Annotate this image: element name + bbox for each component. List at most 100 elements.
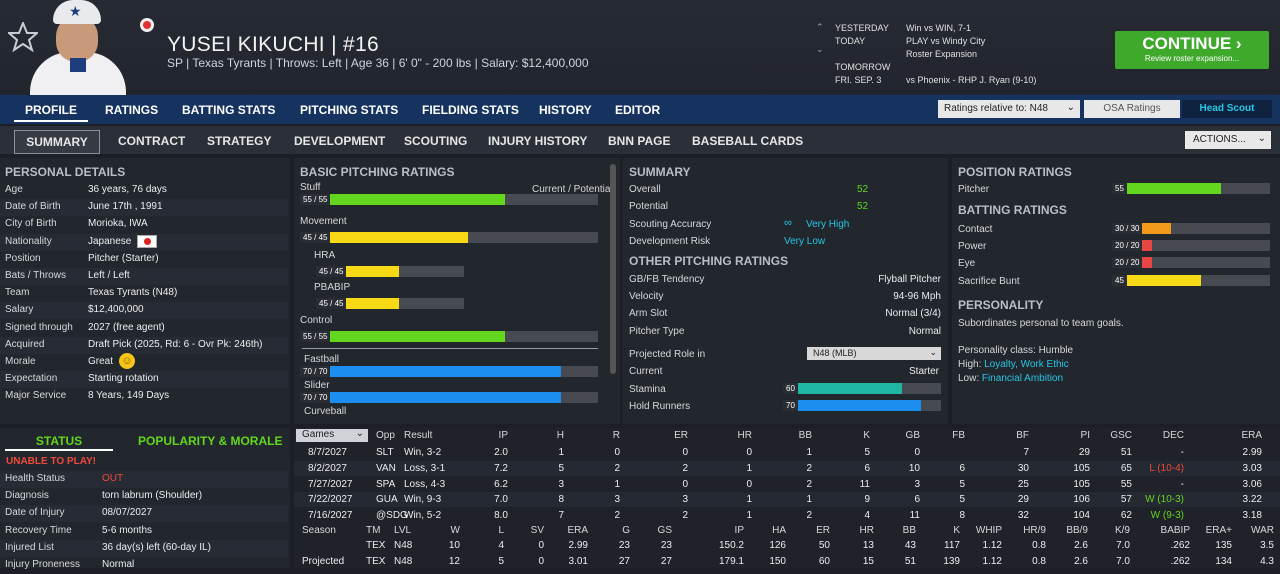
tab-pitching-stats[interactable]: PITCHING STATS: [300, 103, 399, 117]
personal-label: Major Service: [5, 390, 67, 402]
game-cell: Win, 9-3: [404, 494, 442, 506]
other-rating-label: Velocity: [629, 291, 664, 303]
personal-value: Morioka, IWA: [88, 218, 148, 230]
game-row[interactable]: 7/22/2027 GUA Win, 9-3 7.0 8 3 3 1 1 9 6 5 29 106 57 W …: [294, 492, 1280, 508]
position-panel: POSITION RATINGS Pitcher 55 BATTING RATI…: [952, 158, 1280, 424]
rating-value: 55 / 55: [300, 331, 331, 342]
personal-value: Left / Left: [88, 270, 130, 281]
subtab-strategy[interactable]: STRATEGY: [207, 134, 272, 148]
tab-history[interactable]: HISTORY: [539, 103, 592, 117]
game-row[interactable]: 7/16/2027 @SDG Win, 5-2 8.0 7 2 2 1 2 4 11 8 32 104 62…: [294, 508, 1280, 523]
season-cell: 150: [769, 556, 786, 567]
game-cell: 10: [908, 462, 920, 474]
schedule-down-chevron-icon[interactable]: ⌄: [816, 44, 824, 54]
season-cell: 0: [538, 540, 544, 551]
season-header-cell: LVL: [394, 525, 412, 536]
rating-bar: 45 / 45: [316, 266, 464, 277]
potential-value: 52: [857, 201, 869, 212]
actions-label: ACTIONS...: [1193, 134, 1246, 145]
season-cell: 1.12: [982, 556, 1002, 567]
stamina-value: 60: [783, 383, 798, 394]
season-cell: 13: [862, 540, 874, 551]
stamina-fill: [783, 383, 902, 394]
game-cell: 3: [682, 494, 688, 506]
status-value: 08/07/2027: [102, 507, 153, 519]
game-cell: 29: [1078, 447, 1090, 458]
game-cell: Win, 5-2: [404, 510, 442, 522]
games-header-cell: ERA: [1241, 430, 1262, 441]
personal-value: $12,400,000: [88, 304, 144, 316]
continue-button[interactable]: CONTINUE › Review roster expansion...: [1115, 31, 1269, 69]
schedule-up-chevron-icon[interactable]: ⌃: [816, 22, 824, 32]
season-cell: TEX: [366, 556, 386, 567]
popularity-morale-tab[interactable]: POPULARITY & MORALE: [138, 434, 283, 448]
season-cell: 150.2: [718, 540, 744, 551]
status-panel: STATUS POPULARITY & MORALE UNABLE TO PLA…: [0, 428, 290, 570]
game-row[interactable]: 7/27/2027 SPA Loss, 4-3 6.2 3 1 0 0 2 11 3 5 25 105 55…: [294, 477, 1280, 492]
rating-label: Slider: [304, 380, 330, 391]
games-select[interactable]: Games ⌄: [296, 428, 368, 442]
game-cell: 7: [1023, 447, 1029, 458]
game-cell: 4: [864, 510, 870, 522]
personal-label: Position: [5, 252, 41, 264]
ratings-relative-select[interactable]: Ratings relative to: N48 ⌄: [938, 100, 1080, 118]
head-scout-button[interactable]: Head Scout: [1182, 100, 1272, 118]
batting-label: Eye: [958, 258, 976, 270]
tab-fielding-stats[interactable]: FIELDING STATS: [422, 103, 519, 117]
batting-value: 20 / 20: [1112, 257, 1143, 269]
tab-batting-stats[interactable]: BATTING STATS: [182, 103, 276, 117]
personality-low: Low: Financial Ambition: [958, 373, 1064, 384]
game-cell: 0: [682, 447, 688, 458]
subtab-injury-history[interactable]: INJURY HISTORY: [488, 134, 588, 148]
tomorrow-game[interactable]: vs Phoenix - RHP J. Ryan (9-10): [906, 75, 1037, 85]
tab-profile[interactable]: PROFILE: [14, 100, 88, 122]
rating-fill: [300, 392, 561, 403]
personal-label: Expectation: [5, 373, 58, 385]
today-label: TODAY: [835, 36, 866, 46]
game-row[interactable]: 8/2/2027 VAN Loss, 3-1 7.2 5 2 2 1 2 6 10 6 30 105 65 L…: [294, 460, 1280, 476]
personality-description: Subordinates personal to team goals.: [958, 318, 1124, 329]
games-header-cell: Result: [404, 430, 433, 441]
tab-editor[interactable]: EDITOR: [615, 103, 661, 117]
games-header-cell: PI: [1080, 430, 1090, 441]
rating-fill: [300, 366, 561, 377]
yesterday-result[interactable]: Win vs WIN, 7-1: [906, 23, 972, 33]
game-cell: 8: [558, 494, 564, 506]
game-cell: 11: [859, 478, 870, 490]
game-cell: 2: [806, 478, 812, 490]
subtab-bnn-page[interactable]: BNN PAGE: [608, 134, 671, 148]
personal-row: Morale Great: [0, 354, 288, 371]
season-cell: 2.6: [1074, 556, 1088, 567]
subtab-baseball-cards[interactable]: BASEBALL CARDS: [692, 134, 804, 148]
personal-label: Date of Birth: [5, 201, 61, 213]
osa-ratings-button[interactable]: OSA Ratings: [1084, 100, 1180, 118]
other-rating-value: Normal (3/4): [885, 308, 941, 320]
yesterday-label: YESTERDAY: [835, 23, 889, 33]
scrollbar[interactable]: [610, 164, 616, 374]
season-header-cell: L: [498, 525, 504, 536]
rating-label: Curveball: [304, 406, 347, 417]
game-cell: 106: [1073, 494, 1090, 506]
actions-dropdown[interactable]: ACTIONS... ⌄: [1185, 131, 1271, 149]
game-log-panel: Games ⌄ Opp Result IP H R ER HR BB K GB FB BF PI GSC DE…: [294, 428, 1280, 568]
subtab-contract[interactable]: CONTRACT: [118, 134, 186, 148]
status-tab[interactable]: STATUS: [5, 431, 113, 451]
today-game[interactable]: PLAY vs Windy City: [906, 36, 986, 46]
main-tabs: PROFILE RATINGS BATTING STATS PITCHING S…: [0, 95, 1280, 124]
subtab-summary[interactable]: SUMMARY: [14, 130, 100, 154]
smiley-icon: ☺: [119, 353, 135, 369]
projected-role-select[interactable]: N48 (MLB) ⌄: [807, 347, 941, 360]
game-cell: 0: [682, 478, 688, 490]
game-row[interactable]: 8/7/2027 SLT Win, 3-2 2.0 1 0 0 0 1 5 0 7 29 51 - 2.99: [294, 445, 1280, 460]
tab-ratings[interactable]: RATINGS: [105, 103, 159, 117]
chevron-down-icon: ⌄: [1066, 102, 1075, 113]
personal-label: Bats / Throws: [5, 270, 66, 281]
subtab-scouting[interactable]: SCOUTING: [404, 134, 468, 148]
status-row: Diagnosis torn labrum (Shoulder): [0, 488, 288, 505]
stamina-bar: 60: [783, 383, 941, 394]
subtab-development[interactable]: DEVELOPMENT: [294, 134, 386, 148]
season-cell: 2.99: [568, 540, 588, 551]
rating-value: 70 / 70: [300, 366, 331, 377]
pitcher-value: 55: [1112, 183, 1127, 194]
game-cell: 5: [959, 494, 965, 506]
